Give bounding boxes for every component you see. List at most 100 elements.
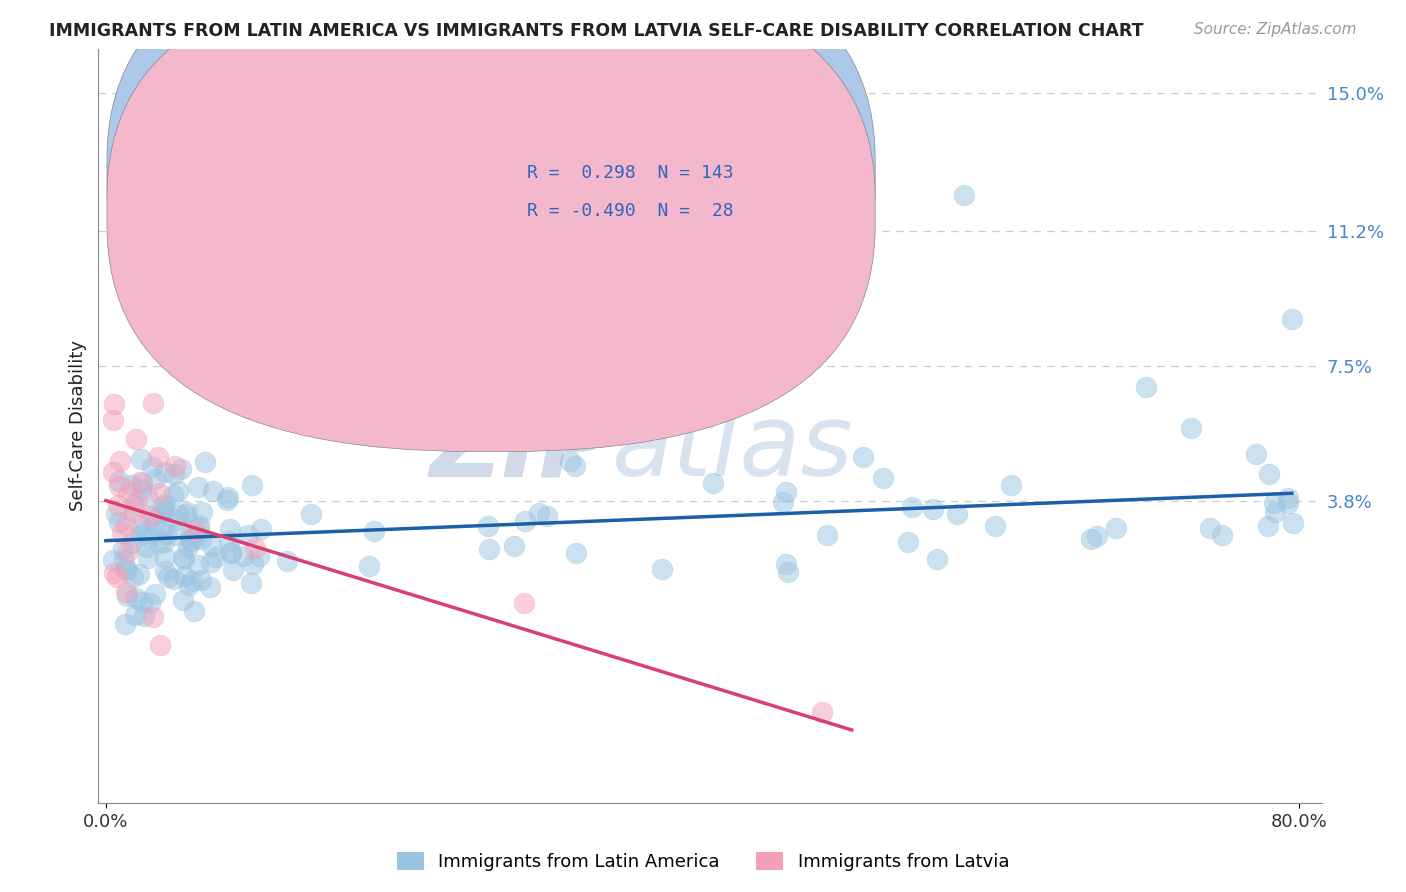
Point xyxy=(815,528,838,542)
Point xyxy=(922,502,945,516)
Point xyxy=(183,604,205,618)
Point xyxy=(512,595,534,609)
Point xyxy=(114,562,136,576)
Point xyxy=(187,517,209,532)
Point xyxy=(1264,505,1286,519)
Point xyxy=(201,540,224,554)
Point xyxy=(194,455,217,469)
Point xyxy=(176,540,198,554)
Point xyxy=(1244,447,1267,461)
Point xyxy=(131,475,153,490)
Point xyxy=(108,474,131,488)
Point xyxy=(156,526,179,541)
Point xyxy=(359,559,381,574)
Point xyxy=(114,585,136,599)
Point xyxy=(141,460,163,475)
Point xyxy=(107,498,129,512)
Point xyxy=(188,521,211,535)
Point xyxy=(558,453,581,467)
Point xyxy=(165,528,187,542)
Point xyxy=(110,526,132,541)
FancyBboxPatch shape xyxy=(107,0,875,414)
Point xyxy=(925,552,948,566)
Point xyxy=(122,498,145,512)
Point xyxy=(200,580,222,594)
Point xyxy=(142,509,165,524)
Point xyxy=(565,546,588,560)
Point xyxy=(536,508,558,523)
Point xyxy=(103,552,125,566)
Point xyxy=(1080,532,1102,546)
Point xyxy=(702,475,724,490)
Point xyxy=(179,529,201,543)
Point xyxy=(121,570,143,584)
Point xyxy=(108,479,131,493)
Point xyxy=(165,459,187,474)
Point xyxy=(172,592,194,607)
Point xyxy=(775,557,797,571)
Point xyxy=(115,589,138,603)
Point xyxy=(163,572,186,586)
Point xyxy=(363,524,385,538)
Point xyxy=(1085,529,1108,543)
Point xyxy=(190,573,212,587)
Point xyxy=(122,505,145,519)
Point xyxy=(529,507,551,521)
Point xyxy=(478,542,501,557)
Point xyxy=(177,578,200,592)
Point xyxy=(772,495,794,509)
Point xyxy=(165,513,187,527)
Point xyxy=(187,480,209,494)
Point xyxy=(852,450,875,464)
Point xyxy=(984,519,1007,533)
Point xyxy=(221,546,243,560)
Point xyxy=(1277,495,1299,509)
Point xyxy=(129,518,152,533)
Point xyxy=(129,452,152,467)
Point xyxy=(1263,496,1285,510)
Point xyxy=(170,462,193,476)
Point xyxy=(202,484,225,499)
Point xyxy=(187,558,209,572)
Point xyxy=(136,489,159,503)
Point xyxy=(124,607,146,622)
Point xyxy=(1211,528,1233,542)
Point xyxy=(221,563,243,577)
Point xyxy=(190,532,212,546)
Point xyxy=(152,504,174,518)
Point xyxy=(180,534,202,549)
Point xyxy=(1180,421,1202,435)
Point xyxy=(900,500,922,514)
Point xyxy=(1257,519,1279,533)
Point xyxy=(155,564,177,578)
Point xyxy=(1105,521,1128,535)
Point xyxy=(134,524,156,539)
Text: Source: ZipAtlas.com: Source: ZipAtlas.com xyxy=(1194,22,1357,37)
FancyBboxPatch shape xyxy=(450,137,793,236)
Point xyxy=(184,527,207,541)
Point xyxy=(101,465,124,479)
Text: ZIP: ZIP xyxy=(429,400,612,497)
Point xyxy=(139,596,162,610)
Point xyxy=(152,519,174,533)
Point xyxy=(217,493,239,508)
Point xyxy=(564,459,586,474)
Point xyxy=(179,533,201,547)
Point xyxy=(103,413,125,427)
Point xyxy=(112,541,135,556)
Point xyxy=(138,509,160,524)
Point xyxy=(276,554,298,568)
Point xyxy=(1135,380,1157,394)
Point xyxy=(173,569,195,583)
Point xyxy=(172,549,194,564)
Point xyxy=(513,514,536,528)
Point xyxy=(217,490,239,504)
Point xyxy=(121,536,143,550)
Text: R = -0.490  N =  28: R = -0.490 N = 28 xyxy=(527,202,733,220)
Point xyxy=(153,497,176,511)
Point xyxy=(152,535,174,549)
Point xyxy=(142,396,165,410)
Point xyxy=(721,395,744,409)
Point xyxy=(148,486,170,500)
Point xyxy=(136,551,159,566)
